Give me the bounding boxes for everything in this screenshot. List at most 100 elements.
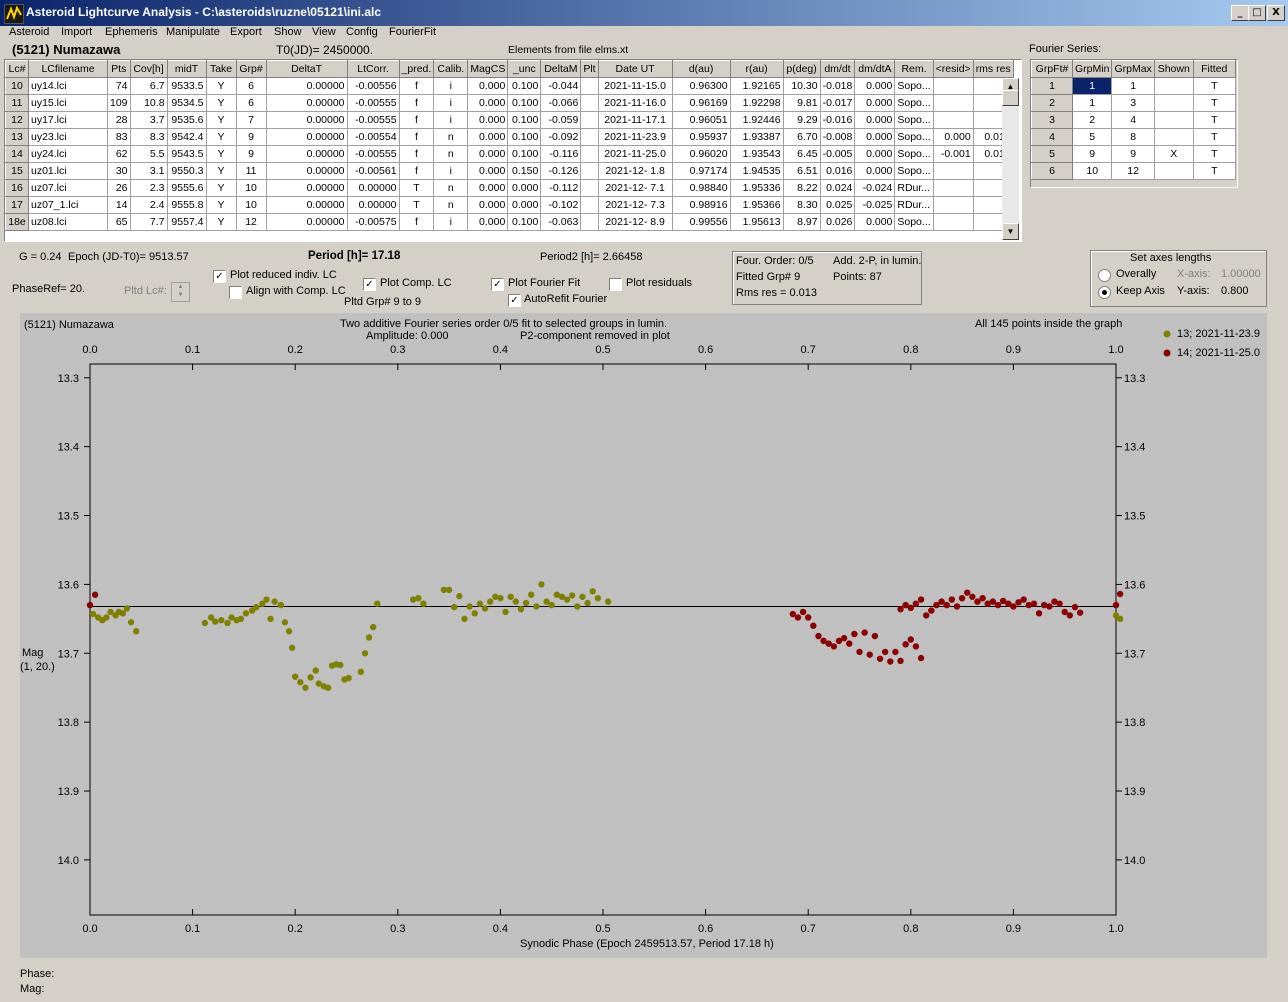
lc-cell[interactable]: 0.00000 <box>265 128 348 146</box>
lc-cell[interactable]: 1.92298 <box>729 94 784 112</box>
lc-cell[interactable]: 12 <box>235 213 267 231</box>
lc-cell[interactable]: -0.016 <box>819 111 856 129</box>
lc-cell[interactable]: i <box>433 162 469 180</box>
autorefit-label[interactable]: AutoRefit Fourier <box>524 293 608 305</box>
lc-cell[interactable]: n <box>433 128 469 146</box>
lc-cell[interactable]: 10 <box>235 196 267 214</box>
lc-cell[interactable]: uz07.lci <box>28 179 108 197</box>
lc-cell[interactable]: Y <box>205 145 237 163</box>
fourier-cell[interactable] <box>1153 128 1194 146</box>
lc-col-header[interactable]: Calib. <box>433 60 469 78</box>
lc-cell[interactable]: 65 <box>107 213 131 231</box>
lc-cell[interactable]: -0.00556 <box>346 77 400 95</box>
lc-cell[interactable]: Sopo... <box>894 213 934 231</box>
lc-col-header[interactable]: _unc <box>507 60 542 78</box>
lc-cell[interactable]: 9533.5 <box>166 77 207 95</box>
fourier-cell[interactable]: 1 <box>1071 94 1113 112</box>
lc-col-header[interactable]: Grp# <box>235 60 267 78</box>
fourier-cell[interactable]: 4 <box>1111 111 1155 129</box>
lc-cell[interactable]: 0.00000 <box>265 179 348 197</box>
lc-col-header[interactable]: _pred. <box>398 60 435 78</box>
lc-cell[interactable]: 30 <box>107 162 131 180</box>
lc-cell[interactable]: 10.8 <box>129 94 168 112</box>
keep-axis-radio[interactable] <box>1098 286 1111 299</box>
lc-col-header[interactable]: DeltaM <box>540 60 582 78</box>
lc-col-header[interactable]: LtCorr. <box>346 60 400 78</box>
lc-cell[interactable]: Sopo... <box>894 94 934 112</box>
minimize-window-button[interactable]: _ <box>1231 5 1249 21</box>
lc-cell[interactable]: 8.30 <box>782 196 821 214</box>
lc-cell[interactable]: 0.000 <box>467 128 509 146</box>
lc-cell[interactable]: 2.3 <box>129 179 168 197</box>
lc-cell[interactable]: 2021-11-16.0 <box>597 94 673 112</box>
lc-cell[interactable]: 0.000 <box>854 111 896 129</box>
fourier-table-row[interactable]: 6 10 12 T <box>1031 162 1236 180</box>
lc-cell[interactable]: n <box>433 196 469 214</box>
lc-cell[interactable]: 0.00000 <box>265 196 348 214</box>
lc-cell[interactable] <box>932 196 974 214</box>
lc-cell[interactable]: 9 <box>235 145 267 163</box>
lc-cell[interactable]: f <box>398 128 435 146</box>
lc-cell[interactable]: f <box>398 94 435 112</box>
plot-comp-label[interactable]: Plot Comp. LC <box>380 277 452 289</box>
lc-cell[interactable]: Y <box>205 77 237 95</box>
lc-cell[interactable]: Y <box>205 196 237 214</box>
lc-cell[interactable]: 0.000 <box>467 196 509 214</box>
lc-cell[interactable]: i <box>433 94 469 112</box>
fourier-cell[interactable] <box>1153 111 1194 129</box>
plot-fourier-checkbox[interactable]: ✓ <box>491 278 504 291</box>
lc-cell[interactable] <box>932 179 974 197</box>
plot-comp-checkbox[interactable]: ✓ <box>363 278 376 291</box>
lc-cell[interactable]: f <box>398 213 435 231</box>
lc-cell[interactable]: 62 <box>107 145 131 163</box>
lc-cell[interactable]: 1.95613 <box>729 213 784 231</box>
fourier-cell[interactable]: X <box>1153 145 1194 163</box>
lightcurve-plot-panel[interactable]: 0.0 0.0 0.1 0.1 0.2 0.2 0.3 0.3 0.4 0.4 0.5 0.5 0.6 0… <box>20 313 1267 958</box>
lc-cell[interactable]: 10 <box>235 179 267 197</box>
plot-reduced-checkbox[interactable]: ✓ <box>213 270 226 283</box>
lc-cell[interactable]: uy23.lci <box>28 128 108 146</box>
lc-cell[interactable]: 28 <box>107 111 131 129</box>
lc-col-header[interactable]: Date UT <box>597 60 673 78</box>
lc-cell[interactable] <box>580 128 599 146</box>
lc-cell[interactable]: 9543.5 <box>166 145 207 163</box>
lc-cell[interactable]: 2021-12- 7.3 <box>597 196 673 214</box>
lc-cell[interactable]: 0.016 <box>819 162 856 180</box>
fourier-row-header[interactable]: 5 <box>1031 145 1073 163</box>
fourier-cell[interactable]: 1 <box>1071 77 1113 95</box>
lc-cell[interactable]: 0.000 <box>467 94 509 112</box>
lc-cell[interactable]: 7.7 <box>129 213 168 231</box>
lc-cell[interactable]: Y <box>205 128 237 146</box>
keep-axis-label[interactable]: Keep Axis <box>1116 285 1165 297</box>
lc-cell[interactable]: T <box>398 179 435 197</box>
lc-cell[interactable]: 0.000 <box>854 162 896 180</box>
lc-cell[interactable]: 0.000 <box>467 145 509 163</box>
lc-cell[interactable]: 0.96020 <box>671 145 731 163</box>
fourier-row-header[interactable]: 3 <box>1031 111 1073 129</box>
lc-table-row[interactable]: 15 uz01.lci 30 3.1 9550.3 Y 11 0.00000 -0.00561 f… <box>5 162 1014 180</box>
lc-cell[interactable]: 7 <box>235 111 267 129</box>
lc-cell[interactable]: Sopo... <box>894 128 934 146</box>
lc-cell[interactable]: 0.100 <box>507 145 542 163</box>
lc-cell[interactable]: RDur... <box>894 179 934 197</box>
period-label[interactable]: Period [h]= 17.18 <box>308 250 401 262</box>
lc-cell[interactable]: 5.5 <box>129 145 168 163</box>
lc-cell[interactable]: uy15.lci <box>28 94 108 112</box>
lc-cell[interactable]: Sopo... <box>894 145 934 163</box>
lc-cell[interactable]: 0.000 <box>854 145 896 163</box>
lc-cell[interactable]: uy17.lci <box>28 111 108 129</box>
lc-cell[interactable]: 11 <box>235 162 267 180</box>
lc-cell[interactable]: -0.024 <box>854 179 896 197</box>
scroll-down-arrow-icon[interactable]: ▼ <box>1002 223 1019 240</box>
menu-manipulate[interactable]: Manipulate <box>166 26 220 38</box>
lc-cell[interactable]: 1.93543 <box>729 145 784 163</box>
lc-cell[interactable]: 2021-11-25.0 <box>597 145 673 163</box>
lc-col-header[interactable]: p(deg) <box>782 60 821 78</box>
lc-cell[interactable] <box>580 111 599 129</box>
fourier-col-header[interactable]: Fitted <box>1192 60 1236 78</box>
lc-cell[interactable]: 0.000 <box>854 128 896 146</box>
fourier-col-header[interactable]: GrpMax <box>1111 60 1155 78</box>
maximize-window-button[interactable]: □ <box>1248 5 1266 21</box>
